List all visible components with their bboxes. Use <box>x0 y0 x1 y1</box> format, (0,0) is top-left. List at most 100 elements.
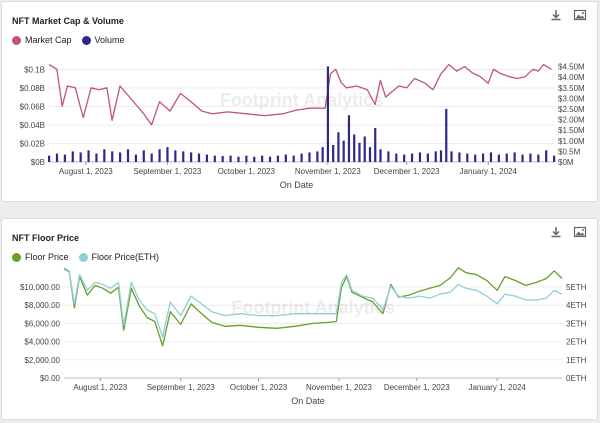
legend-swatch <box>12 252 21 262</box>
chart-title: NFT Floor Price <box>12 233 80 243</box>
legend-item-market-cap[interactable]: Market Cap <box>12 35 72 45</box>
volume-bar <box>332 145 335 162</box>
legend-item-floor-price[interactable]: Floor Price <box>12 252 69 262</box>
volume-bar <box>134 154 137 162</box>
chart-legend: Floor Price Floor Price(ETH) <box>12 252 159 262</box>
x-tick-label: September 1, 2023 <box>133 167 202 176</box>
volume-bar <box>353 134 356 162</box>
legend-label: Floor Price(ETH) <box>91 252 160 262</box>
volume-bar <box>253 156 256 162</box>
volume-bar <box>434 151 437 162</box>
volume-bar <box>63 154 66 162</box>
volume-bar <box>166 147 169 162</box>
image-export-icon[interactable] <box>573 8 587 22</box>
volume-bar <box>261 155 264 162</box>
volume-bar <box>205 154 209 162</box>
chart-toolbar <box>549 225 587 239</box>
volume-bar <box>497 154 500 162</box>
watermark: Footprint Analytics <box>220 90 383 110</box>
volume-bar <box>439 150 443 162</box>
volume-bar <box>537 154 540 162</box>
legend-swatch <box>12 35 21 45</box>
market-cap-volume-card: NFT Market Cap & Volume Market Cap Volum… <box>1 1 598 202</box>
volume-bar <box>119 152 122 162</box>
volume-bar <box>308 152 311 162</box>
market-cap-line <box>48 63 552 126</box>
floor-price-eth-line <box>63 267 563 338</box>
volume-bar <box>213 155 216 162</box>
y-tick-label-left: $2,000.00 <box>24 356 60 365</box>
volume-bar <box>71 151 74 162</box>
y-tick-label-right: $2.50M <box>558 105 585 114</box>
download-icon[interactable] <box>549 8 563 22</box>
y-tick-label-right: 4ETH <box>566 301 587 310</box>
volume-bar <box>410 153 414 162</box>
y-tick-label-left: $0.00 <box>40 374 61 383</box>
x-axis-title: On Date <box>280 180 314 190</box>
volume-bar <box>545 150 548 162</box>
x-tick-label: August 1, 2023 <box>59 167 113 176</box>
y-tick-label-left: $0B <box>31 158 45 167</box>
y-tick-label-left: $0.1B <box>24 66 45 75</box>
volume-bar <box>316 151 319 162</box>
y-tick-label-left: $10,000.00 <box>20 283 61 292</box>
volume-bar <box>403 154 406 162</box>
y-tick-label-left: $0.04B <box>20 121 45 130</box>
image-export-icon[interactable] <box>573 225 587 239</box>
volume-bar <box>48 155 51 162</box>
volume-bar <box>368 147 372 162</box>
volume-bar <box>363 136 366 162</box>
volume-bar <box>387 151 390 162</box>
chart-legend: Market Cap Volume <box>12 35 125 45</box>
volume-bar <box>103 149 106 162</box>
volume-bar <box>458 152 461 162</box>
legend-label: Floor Price <box>25 252 69 262</box>
volume-bar <box>418 152 422 162</box>
volume-bar <box>229 155 232 162</box>
y-tick-label-left: $6,000.00 <box>24 319 60 328</box>
volume-bar <box>326 66 330 162</box>
volume-bar <box>374 128 377 162</box>
y-tick-label-right: $3.50M <box>558 84 585 93</box>
legend-item-floor-price-eth[interactable]: Floor Price(ETH) <box>78 252 160 262</box>
volume-bar <box>158 149 161 162</box>
watermark: Footprint Analytics <box>231 298 394 318</box>
x-tick-label: November 1, 2023 <box>295 167 361 176</box>
volume-bar <box>221 156 224 162</box>
volume-bar <box>426 153 429 162</box>
volume-bar <box>87 150 90 162</box>
y-tick-label-right: $4.50M <box>558 63 585 72</box>
y-tick-label-right: 0ETH <box>566 374 587 383</box>
x-tick-label: January 1, 2024 <box>468 383 526 392</box>
volume-bar <box>55 153 59 162</box>
volume-bar <box>190 152 193 162</box>
y-tick-label-right: 1ETH <box>566 356 587 365</box>
volume-bar <box>300 153 303 162</box>
floor-price-card: NFT Floor Price Floor Price Floor Price(… <box>1 218 598 420</box>
volume-bar <box>337 132 340 162</box>
volume-bar <box>95 153 98 162</box>
download-icon[interactable] <box>549 225 563 239</box>
y-tick-label-left: $0.02B <box>20 140 45 149</box>
legend-swatch <box>81 35 91 45</box>
x-tick-label: January 1, 2024 <box>460 167 518 176</box>
volume-bar <box>445 108 448 162</box>
chart-toolbar <box>549 8 587 22</box>
volume-bar <box>276 155 280 162</box>
volume-bar <box>489 152 493 162</box>
volume-bar <box>79 152 82 162</box>
market-cap-volume-chart: $0B $0.02B $0.04B $0.06B $0.08B $0.1B $0M $0.5M… <box>20 63 585 190</box>
y-tick-label-right: $0.5M <box>558 147 581 156</box>
legend-item-volume[interactable]: Volume <box>81 35 125 45</box>
x-tick-label: September 1, 2023 <box>147 383 216 392</box>
y-tick-label-right: $4.00M <box>558 73 585 82</box>
volume-bar <box>521 154 524 162</box>
floor-price-chart: $0.00 $2,000.00 $4,000.00 $6,000.00 $8,000.0… <box>20 267 587 406</box>
volume-bar <box>505 153 508 162</box>
x-tick-label: November 1, 2023 <box>306 383 372 392</box>
volume-bar <box>474 154 477 162</box>
volume-bar <box>292 155 295 162</box>
legend-label: Volume <box>94 35 125 45</box>
y-tick-label-left: $4,000.00 <box>24 338 60 347</box>
volume-bar <box>111 151 114 162</box>
